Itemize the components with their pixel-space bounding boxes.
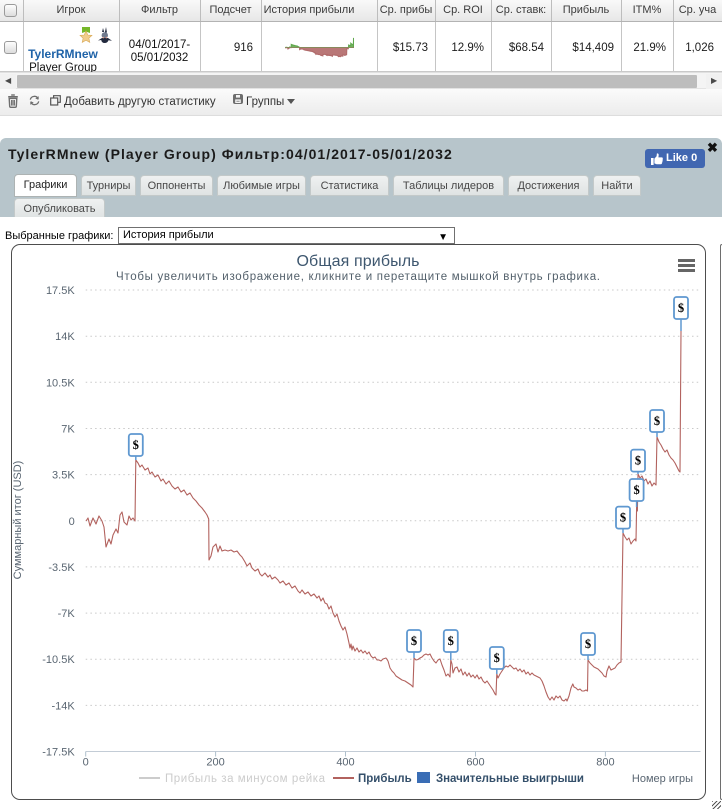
svg-text:0: 0 xyxy=(83,757,89,769)
svg-text:400: 400 xyxy=(336,757,354,769)
svg-text:-17.5K: -17.5K xyxy=(42,747,75,759)
svg-text:Чтобы увеличить изображение, к: Чтобы увеличить изображение, кликните и … xyxy=(116,271,600,283)
svg-text:$: $ xyxy=(633,483,639,497)
svg-text:$: $ xyxy=(635,454,641,468)
svg-text:3.5K: 3.5K xyxy=(52,470,75,482)
svg-text:-10.5K: -10.5K xyxy=(42,654,75,666)
svg-text:$: $ xyxy=(133,438,139,452)
svg-text:$: $ xyxy=(448,634,454,648)
svg-text:$: $ xyxy=(678,301,684,315)
svg-text:Суммарный итог (USD): Суммарный итог (USD) xyxy=(12,461,24,580)
svg-text:14K: 14K xyxy=(55,331,75,343)
svg-text:-3.5K: -3.5K xyxy=(48,562,75,574)
svg-text:17.5K: 17.5K xyxy=(46,285,75,297)
svg-text:$: $ xyxy=(620,511,626,525)
svg-text:7K: 7K xyxy=(61,424,75,436)
svg-text:-7K: -7K xyxy=(58,608,76,620)
svg-text:200: 200 xyxy=(206,757,224,769)
svg-text:0: 0 xyxy=(69,516,75,528)
svg-text:800: 800 xyxy=(596,757,614,769)
svg-text:$: $ xyxy=(654,414,660,428)
svg-text:-14K: -14K xyxy=(51,700,75,712)
svg-text:$: $ xyxy=(494,651,500,665)
svg-text:Прибыль: Прибыль xyxy=(358,773,412,785)
svg-text:Общая прибыль: Общая прибыль xyxy=(297,253,420,270)
svg-text:Номер игры: Номер игры xyxy=(632,773,693,785)
svg-text:10.5K: 10.5K xyxy=(46,377,75,389)
svg-text:$: $ xyxy=(411,634,417,648)
svg-text:Прибыль за минусом рейка: Прибыль за минусом рейка xyxy=(165,773,326,785)
svg-text:$: $ xyxy=(585,637,591,651)
svg-text:600: 600 xyxy=(466,757,484,769)
svg-text:Значительные выигрыши: Значительные выигрыши xyxy=(436,773,584,785)
